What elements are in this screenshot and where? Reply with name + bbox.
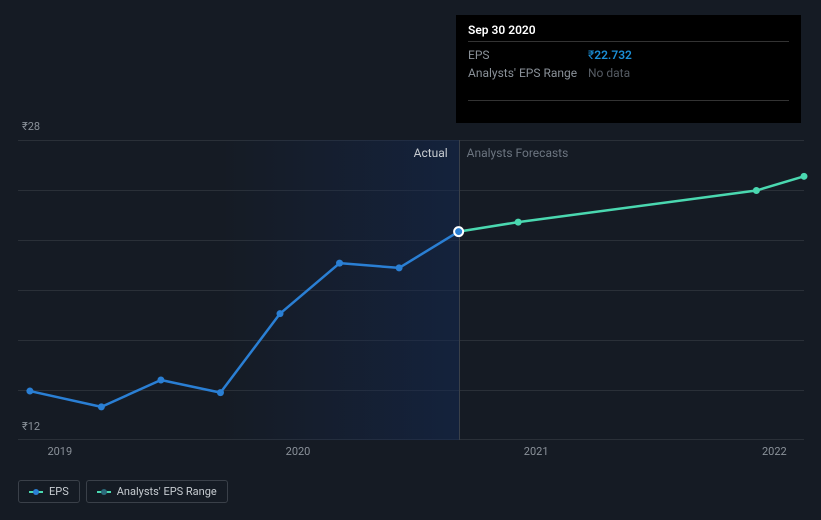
tooltip-key: EPS <box>468 46 588 64</box>
legend-label: Analysts' EPS Range <box>117 485 217 498</box>
tooltip-date: Sep 30 2020 <box>468 23 789 42</box>
legend-swatch <box>97 488 111 496</box>
tooltip-value-muted: No data <box>588 64 630 82</box>
tooltip-value: 22.732 <box>594 46 632 64</box>
x-tick: 2021 <box>524 445 549 458</box>
chart-svg <box>18 140 804 440</box>
legend-item-eps-range[interactable]: Analysts' EPS Range <box>86 480 228 503</box>
tooltip-row: Analysts' EPS Range No data <box>468 64 789 82</box>
x-tick: 2022 <box>762 445 787 458</box>
tooltip-key: Analysts' EPS Range <box>468 64 588 82</box>
chart-tooltip: Sep 30 2020 EPS ₹22.732 Analysts' EPS Ra… <box>456 15 801 123</box>
tooltip-row: EPS ₹22.732 <box>468 46 789 64</box>
legend-swatch <box>29 488 43 496</box>
legend: EPS Analysts' EPS Range <box>18 480 228 503</box>
plot-area[interactable]: Actual Analysts Forecasts <box>18 140 804 440</box>
legend-item-eps[interactable]: EPS <box>18 480 80 503</box>
x-tick: 2019 <box>47 445 72 458</box>
y-tick-top: ₹28 <box>22 120 40 133</box>
x-tick: 2020 <box>286 445 311 458</box>
legend-label: EPS <box>49 485 69 498</box>
tooltip-divider <box>468 100 789 101</box>
